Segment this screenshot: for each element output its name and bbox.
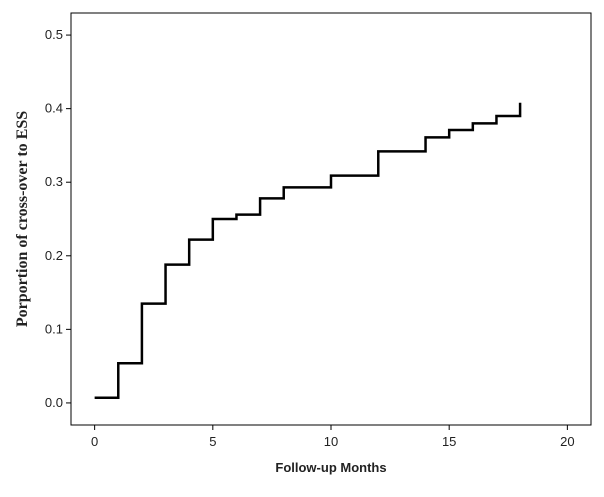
x-tick-label: 10	[324, 434, 338, 449]
y-tick-label: 0.4	[45, 101, 63, 116]
y-tick-label: 0.2	[45, 248, 63, 263]
x-tick-label: 15	[442, 434, 456, 449]
y-tick-label: 0.3	[45, 174, 63, 189]
y-axis-title: Porportion of cross-over to ESS	[14, 111, 31, 327]
y-tick-label: 0.5	[45, 27, 63, 42]
x-tick-label: 0	[91, 434, 98, 449]
y-axis: 0.0 0.1 0.2 0.3 0.4 0.5	[45, 27, 71, 410]
series-line	[94, 102, 522, 400]
series-layer	[94, 102, 522, 400]
y-tick-label: 0.0	[45, 395, 63, 410]
plot-frame	[70, 12, 592, 426]
x-axis: 0 5 10 15 20	[91, 425, 575, 449]
x-tick-label: 20	[560, 434, 574, 449]
y-tick-label: 0.1	[45, 321, 63, 336]
x-tick-label: 5	[209, 434, 216, 449]
x-axis-title: Follow-up Months	[275, 460, 386, 475]
